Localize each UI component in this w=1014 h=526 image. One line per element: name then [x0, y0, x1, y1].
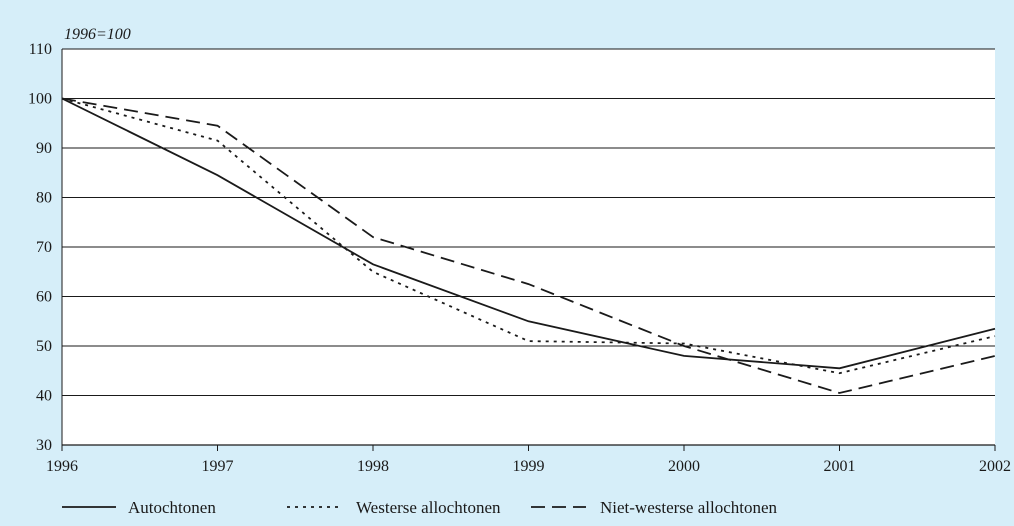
y-tick-label: 110: [29, 41, 52, 58]
x-tick-label: 1996: [46, 458, 78, 475]
y-tick-label: 60: [36, 289, 52, 306]
x-tick-label: 2001: [824, 458, 856, 475]
unit-label: 1996=100: [64, 26, 131, 43]
series-line: [61, 97, 996, 394]
x-tick-label: 2002: [979, 458, 1011, 475]
legend-label: Westerse allochtonen: [356, 498, 501, 517]
x-tick-label: 2000: [668, 458, 700, 475]
grid-lines: 30 40 50 60 70 80 90 100 110: [28, 41, 995, 454]
x-tick-label: 1999: [513, 458, 545, 475]
legend-label: Niet-westerse allochtonen: [600, 498, 778, 517]
y-tick-label: 70: [36, 239, 52, 256]
y-tick-label: 100: [28, 91, 52, 108]
y-tick-label: 90: [36, 140, 52, 157]
axes: 1996 1997 1998 1999 2000 2001 2002: [46, 49, 1011, 475]
y-tick-label: 40: [36, 388, 52, 405]
legend-label: Autochtonen: [128, 498, 216, 517]
x-tick-label: 1998: [357, 458, 389, 475]
legend: Autochtonen Westerse allochtonen Niet-west…: [62, 498, 778, 517]
series-line: [61, 97, 996, 375]
series-lines: [61, 97, 996, 394]
series-line: [61, 97, 996, 370]
x-tick-label: 1997: [202, 458, 234, 475]
y-tick-label: 30: [36, 437, 52, 454]
y-tick-label: 80: [36, 190, 52, 207]
y-tick-label: 50: [36, 338, 52, 355]
